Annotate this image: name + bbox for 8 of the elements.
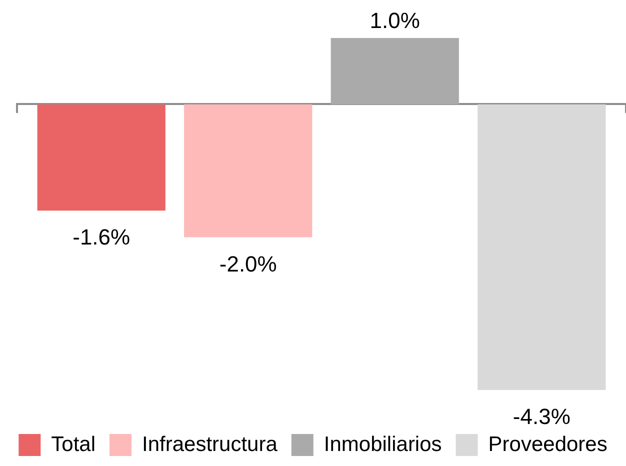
data-label: -4.3%: [512, 404, 570, 430]
legend-label: Proveedores: [488, 432, 608, 456]
data-label: 1.0%: [370, 8, 420, 34]
legend-label: Inmobiliarios: [324, 432, 442, 456]
data-label: -2.0%: [219, 251, 277, 276]
legend-label: Infraestructura: [142, 432, 278, 456]
data-label: -1.6%: [72, 224, 130, 250]
legend-label: Total: [51, 432, 96, 456]
